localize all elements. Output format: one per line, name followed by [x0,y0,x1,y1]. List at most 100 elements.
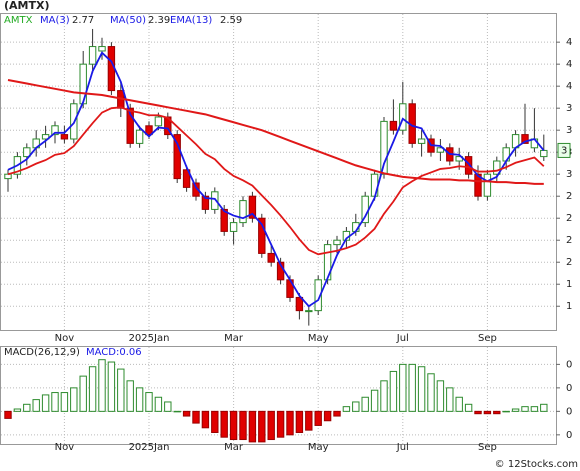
last-price-box [557,142,571,158]
candle-body [173,134,181,180]
legend-value: 2.59 [220,15,242,26]
macd-bar [211,410,219,433]
y-tick-label: 0 [566,359,572,370]
macd-bar [286,410,294,436]
macd-bar [474,410,482,415]
candle-body [436,147,445,153]
candle-body [201,195,210,210]
y-tick-label: 4 [566,59,572,70]
macd-bar [229,410,238,441]
candle-body [4,173,12,180]
macd-bar [13,408,22,412]
macd-bar [239,410,247,441]
x-tick-label: Jul [396,333,409,344]
legend-value: 2.39 [148,15,170,26]
last-price-label: 3 [561,145,567,156]
macd-bar [126,380,134,412]
candle-body [192,182,200,197]
macd-bar [323,410,332,422]
macd-bar [173,410,181,413]
macd-bar [427,373,435,412]
macd-bar [521,406,529,412]
y-tick-label: 2 [566,191,572,202]
macd-bar [361,396,369,412]
macd-bar [258,410,266,443]
candle-body [182,169,191,188]
y-tick-label: 0 [566,383,572,394]
candle-body [493,160,501,175]
macd-bar [530,406,539,412]
candle-body [126,107,134,144]
candle-body [239,200,247,224]
candle-body [258,217,266,254]
candle-body [220,208,228,232]
candle-body [154,116,163,127]
candle-body [399,103,407,131]
candle-body [211,191,219,210]
macd-bar [154,396,163,412]
candle-body [474,173,482,197]
x-tick-label: Mar [224,333,244,344]
candle-body [295,296,304,312]
macd-bar [483,410,492,415]
y-tick-label: 2 [566,235,572,246]
x-tick-label: Mar [224,442,244,453]
y-tick-label: 0 [566,406,572,417]
macd-bar [511,408,520,412]
candle-body [79,63,87,105]
macd-bar [192,410,200,424]
legend-value: 2.77 [72,15,94,26]
y-tick-label: 3 [566,103,572,114]
macd-bar [220,410,228,438]
macd-bar [4,410,12,419]
macd-bar [88,366,97,412]
candle-body [145,125,153,136]
candle-body [41,134,50,140]
legend-name: MA(50) [110,15,146,26]
macd-bar [79,375,87,412]
macd-bar [333,410,341,417]
y-tick-label: 1 [566,301,572,312]
x-tick-label: 2025Jan [129,333,170,344]
y-tick-label: 1 [566,279,572,290]
macd-bar [107,361,116,412]
macd-bar [267,410,275,441]
chart-title: (AMTX) [4,0,50,12]
legend-name: EMA(13) [170,15,212,26]
y-tick-label: 2 [566,257,572,268]
macd-bar [455,396,463,412]
candle-body [521,134,529,144]
macd-bar [493,410,501,415]
x-tick-label: Sep [478,333,497,344]
macd-bar [182,410,191,417]
macd-bar [540,403,548,412]
candle-body [314,279,322,312]
indicator-line [7,51,545,308]
y-tick-label: 4 [566,81,572,92]
candle-body [88,46,97,65]
macd-bar [417,366,426,412]
candle-body [389,120,398,131]
candle-body [483,173,492,197]
legend-name: MA(3) [40,15,70,26]
y-tick-label: 0 [566,430,572,441]
price-panel [0,13,557,331]
indicator-line [7,79,544,185]
x-tick-label: 2025Jan [129,442,170,453]
macd-bar [98,359,106,412]
macd-bar [436,380,445,412]
macd-reading: MACD:0.06 [86,347,142,358]
candle-body [248,195,257,219]
macd-bar [70,387,78,412]
indicator-line [7,106,545,256]
legend-symbol: AMTX [4,15,33,26]
candle-body [464,156,473,175]
macd-bar [502,410,510,413]
candle-body [333,239,341,246]
candle-body [229,222,238,232]
candle-body [135,129,144,144]
macd-bar [399,363,407,412]
macd-bar [370,389,379,412]
x-tick-label: May [308,442,329,453]
